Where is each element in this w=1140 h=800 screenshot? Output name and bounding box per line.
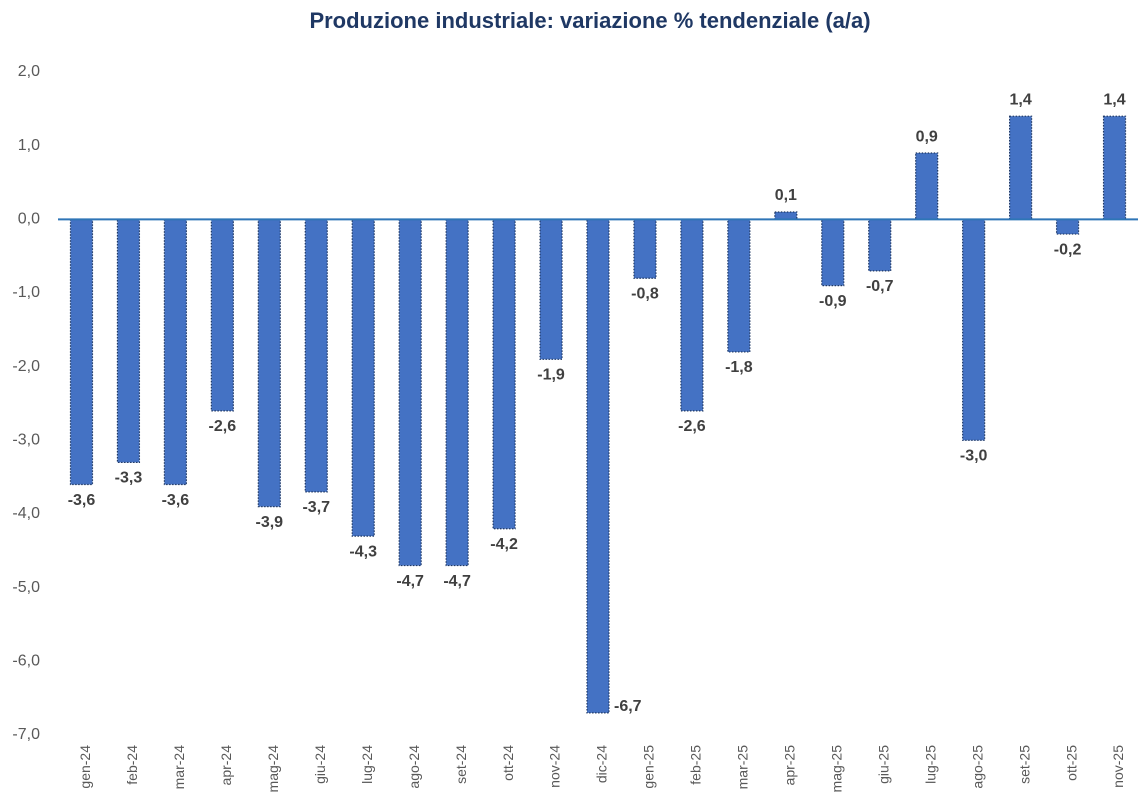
bar: [962, 218, 986, 441]
bar: [116, 218, 141, 464]
x-tick-label: apr-25: [782, 745, 798, 786]
value-label: -3,0: [960, 448, 988, 465]
bar: [915, 152, 939, 220]
value-label: -3,6: [68, 492, 96, 509]
x-tick-label: set-25: [1016, 745, 1032, 784]
x-tick-label: feb-24: [124, 745, 140, 785]
y-tick-label: -5,0: [12, 579, 40, 596]
value-label: -0,9: [819, 293, 847, 310]
bar: [1102, 115, 1127, 220]
y-tick-label: 2,0: [18, 63, 40, 80]
x-tick-label: ago-24: [406, 745, 422, 789]
bar: [633, 218, 657, 279]
y-tick-label: -7,0: [12, 726, 40, 743]
bar: [821, 218, 845, 287]
x-tick-label: set-24: [453, 745, 469, 784]
x-tick-label: lug-25: [922, 745, 938, 784]
bar: [304, 218, 328, 493]
value-label: 0,1: [775, 187, 797, 204]
bar: [586, 218, 610, 714]
value-label: -0,2: [1054, 241, 1082, 258]
value-label: 0,9: [916, 128, 938, 145]
y-tick-label: -6,0: [12, 653, 40, 670]
bar: [774, 211, 798, 220]
bar: [1009, 115, 1033, 220]
y-tick-label: -1,0: [12, 284, 40, 301]
value-label: -3,6: [162, 492, 190, 509]
bar: [727, 218, 751, 353]
value-label: -3,3: [115, 470, 143, 487]
x-tick-label: giu-25: [875, 745, 891, 784]
value-label: -0,8: [631, 285, 659, 302]
bar: [351, 218, 375, 537]
x-tick-label: giu-24: [312, 745, 328, 784]
y-tick-label: -3,0: [12, 432, 40, 449]
y-tick-label: -2,0: [12, 358, 40, 375]
bar: [163, 218, 187, 486]
value-label: -4,3: [349, 543, 377, 560]
value-label: -3,9: [256, 514, 284, 531]
value-label: 1,4: [1009, 91, 1031, 108]
bar: [398, 218, 422, 567]
x-tick-label: mag-24: [265, 745, 281, 793]
x-tick-label: mar-24: [171, 745, 187, 790]
x-tick-label: lug-24: [359, 745, 375, 784]
x-tick-label: nov-24: [547, 745, 563, 788]
y-tick-label: 0,0: [18, 211, 40, 228]
value-label: -1,8: [725, 359, 753, 376]
value-label: -1,9: [537, 367, 565, 384]
value-label: -4,7: [396, 573, 424, 590]
bar: [680, 218, 704, 412]
bar: [868, 218, 892, 272]
x-tick-label: apr-24: [218, 745, 234, 786]
x-tick-label: gen-24: [77, 745, 93, 789]
bar: [539, 218, 563, 360]
y-tick-label: 1,0: [18, 137, 40, 154]
x-tick-label: ott-24: [500, 745, 516, 781]
value-label: -0,7: [866, 278, 894, 295]
y-tick-label: -4,0: [12, 505, 40, 522]
x-tick-label: nov-25: [1110, 745, 1126, 788]
chart-title: Produzione industriale: variazione % ten…: [309, 8, 870, 33]
value-label: 1,4: [1103, 91, 1125, 108]
bar: [492, 218, 516, 530]
bar: [210, 218, 234, 412]
bar: [445, 218, 469, 567]
x-tick-label: ago-25: [969, 745, 985, 789]
value-label: -2,6: [209, 418, 237, 435]
bar: [257, 218, 281, 508]
bar: [1055, 218, 1080, 235]
value-label: -4,2: [490, 536, 518, 553]
value-label: -6,7: [614, 698, 642, 715]
x-tick-label: dic-24: [594, 745, 610, 783]
x-tick-label: mag-25: [828, 745, 844, 793]
bar: [69, 218, 94, 486]
value-label: -4,7: [443, 573, 471, 590]
x-tick-label: gen-25: [641, 745, 657, 789]
x-tick-label: mar-25: [735, 745, 751, 790]
x-tick-label: feb-25: [688, 745, 704, 785]
value-label: -3,7: [302, 499, 330, 516]
value-label: -2,6: [678, 418, 706, 435]
x-tick-label: ott-25: [1063, 745, 1079, 781]
